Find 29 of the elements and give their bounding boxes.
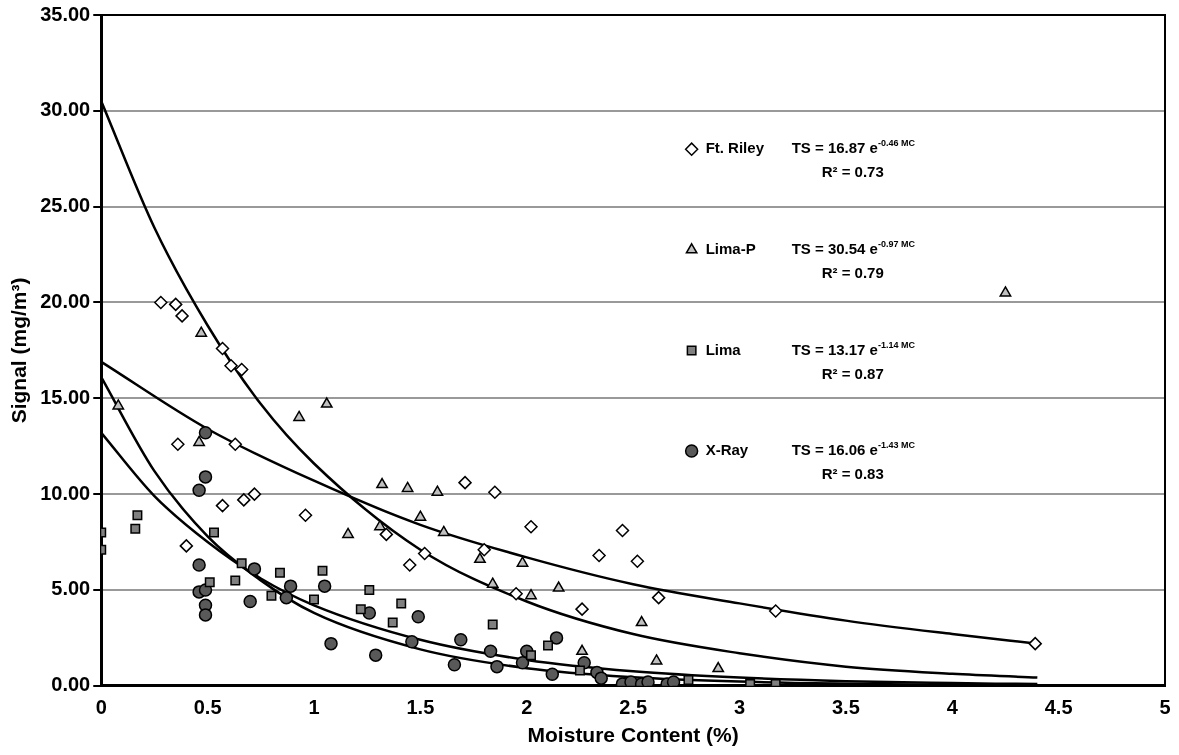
annotation: R² = 0.79: [821, 263, 884, 281]
y-tick-label: 0.00: [51, 673, 91, 696]
x-tick-label: 3.5: [831, 696, 860, 719]
y-tick-label: 35.00: [40, 2, 91, 25]
annotation: R² = 0.87: [821, 364, 884, 382]
x-tick-label: 4.5: [1044, 696, 1073, 719]
y-tick-label: 30.00: [40, 98, 91, 121]
x-tick-label: 0.5: [193, 696, 222, 719]
legend-label: Lima-P: [705, 239, 756, 257]
x-tick-label: 1: [308, 696, 320, 719]
legend-label: X-Ray: [705, 441, 749, 459]
y-tick-label: 20.00: [40, 290, 91, 312]
x-axis-title: Moisture Content (%): [527, 723, 739, 747]
x-tick-label: 4: [946, 696, 959, 719]
y-tick-label: 5.00: [51, 577, 91, 600]
legend-label: Ft. Riley: [705, 139, 765, 157]
x-tick-label: 5: [1159, 696, 1171, 719]
y-tick-label: 10.00: [40, 481, 91, 504]
y-axis-title: Signal (mg/m³): [7, 277, 31, 424]
y-tick-label: 25.00: [40, 194, 91, 217]
legend-label: Lima: [705, 340, 742, 358]
annotation: R² = 0.73: [821, 163, 884, 181]
x-tick-label: 2.5: [619, 696, 648, 719]
annotation: R² = 0.83: [821, 465, 884, 483]
x-tick-label: 2: [521, 696, 533, 719]
x-tick-label: 3: [733, 696, 746, 719]
x-tick-label: 0: [95, 696, 107, 719]
x-tick-label: 1.5: [406, 696, 435, 719]
y-tick-label: 15.00: [40, 385, 91, 408]
